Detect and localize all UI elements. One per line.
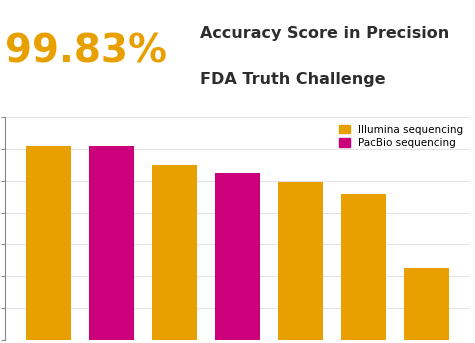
- Bar: [278, 182, 323, 343]
- Text: FDA Truth Challenge: FDA Truth Challenge: [200, 72, 386, 87]
- Bar: [215, 173, 260, 343]
- Bar: [26, 146, 71, 343]
- Text: Accuracy Score in Precision: Accuracy Score in Precision: [200, 25, 449, 40]
- Text: 99.83%: 99.83%: [5, 32, 167, 70]
- Bar: [404, 268, 449, 343]
- Bar: [152, 165, 197, 343]
- Legend: Illumina sequencing, PacBio sequencing: Illumina sequencing, PacBio sequencing: [337, 123, 465, 150]
- Bar: [341, 193, 386, 343]
- Bar: [89, 146, 134, 343]
